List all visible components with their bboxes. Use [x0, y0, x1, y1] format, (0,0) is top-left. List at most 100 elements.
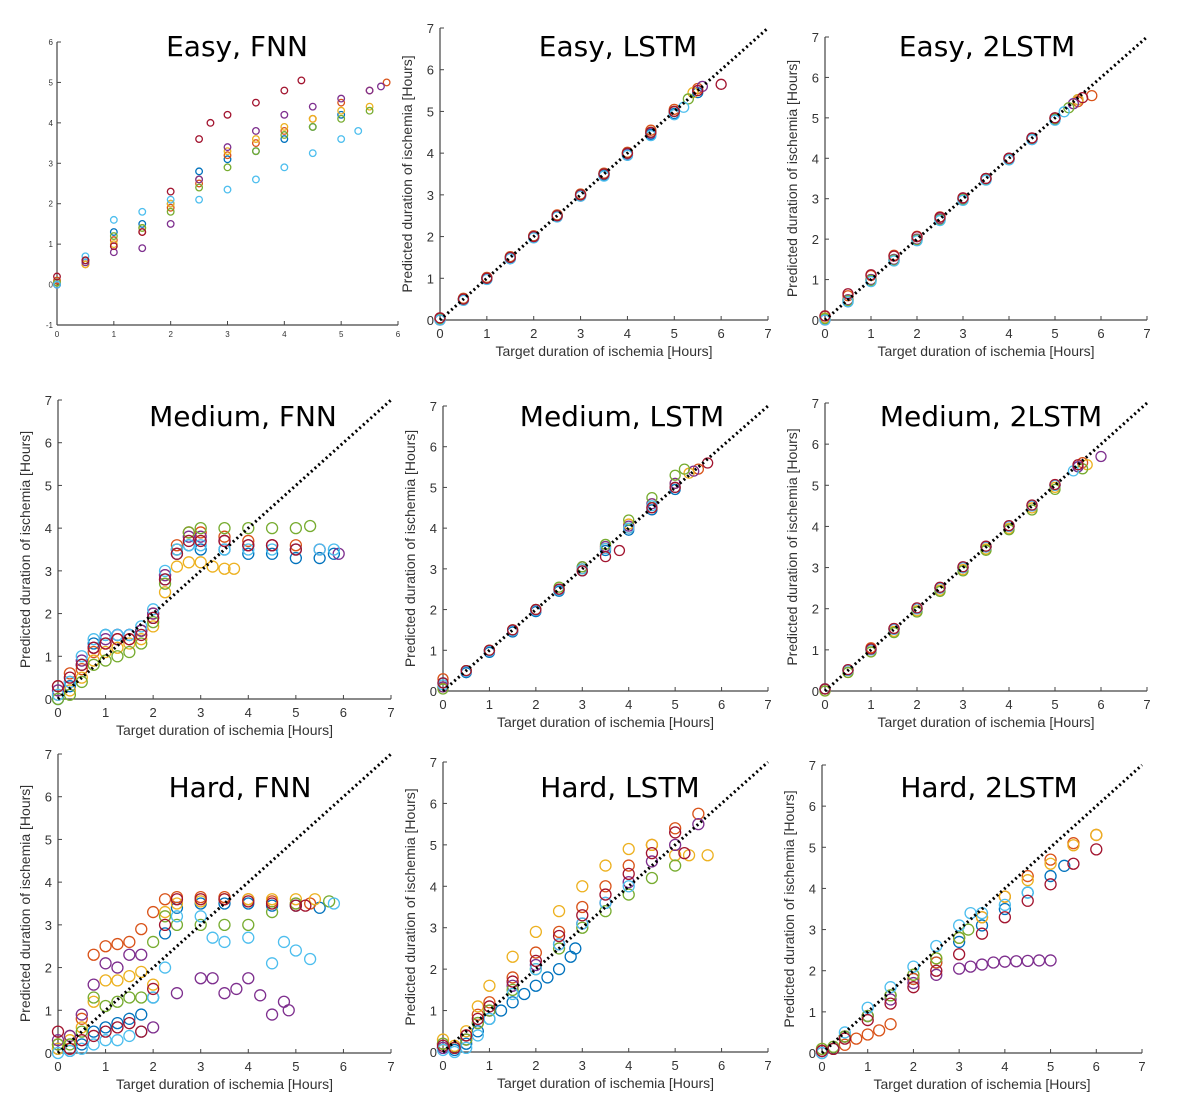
data-point: [111, 641, 124, 654]
data-point: [170, 987, 184, 1000]
data-point: [206, 560, 219, 573]
data-point: [194, 893, 207, 906]
data-point: [1049, 483, 1061, 496]
x-tick-label: 5: [292, 1059, 299, 1074]
data-point: [952, 962, 966, 975]
x-tick-label: 1: [864, 1059, 871, 1074]
data-point: [75, 658, 88, 671]
y-tick-label: 0: [49, 281, 54, 290]
y-tick-label: 1: [812, 273, 819, 288]
x-axis-label: Target duration of ischemia [Hours]: [497, 1075, 714, 1091]
data-point: [838, 1038, 852, 1051]
x-tick-label: 5: [1047, 1059, 1054, 1074]
x-tick-label: 4: [624, 326, 631, 341]
data-point: [75, 1034, 88, 1047]
data-point: [158, 918, 172, 932]
y-tick-label: 7: [45, 393, 52, 408]
data-point: [1090, 828, 1103, 842]
data-point: [170, 560, 184, 573]
data-point: [75, 671, 88, 684]
data-point: [280, 135, 289, 143]
chart-panel-3: 0 1 2 3 4 5 6 7 0 1 2 3 4 5 6 7 Target duration of ische…: [784, 30, 1151, 359]
data-point: [622, 842, 635, 856]
y-tick-label: 7: [45, 747, 52, 762]
x-tick-label: 3: [579, 697, 586, 712]
data-point: [135, 628, 148, 642]
data-point: [518, 987, 531, 1001]
y-tick-label: 1: [809, 1005, 816, 1020]
data-point: [1067, 839, 1080, 852]
data-point: [1044, 954, 1057, 967]
y-axis-label: Predicted duration of ischemia [Hours]: [17, 431, 33, 668]
series-1: [53, 110, 346, 289]
data-point: [382, 78, 391, 87]
data-point: [437, 683, 449, 695]
data-point: [87, 995, 100, 1008]
data-point: [481, 272, 493, 284]
x-tick-label: 3: [956, 1059, 963, 1074]
data-point: [195, 183, 204, 192]
chart-title: Hard, LSTM: [540, 771, 699, 804]
series-2: [436, 807, 705, 1055]
data-point: [888, 622, 900, 635]
data-point: [194, 530, 207, 543]
data-point: [194, 918, 207, 932]
data-point: [51, 684, 65, 697]
data-point: [99, 957, 112, 970]
data-point: [327, 897, 341, 910]
data-point: [460, 664, 472, 677]
data-point: [280, 163, 289, 172]
data-point: [668, 859, 682, 872]
x-tick-label: 4: [245, 1059, 252, 1074]
data-point: [223, 151, 232, 160]
data-point: [99, 1034, 112, 1047]
data-point: [998, 898, 1012, 912]
data-point: [308, 893, 322, 906]
y-tick-label: 7: [427, 21, 434, 36]
y-tick-label: 6: [49, 38, 54, 47]
y-axis-label: Predicted duration of ischemia [Hours]: [402, 430, 418, 667]
data-point: [99, 654, 112, 667]
data-point: [146, 607, 160, 620]
data-point: [135, 1008, 148, 1021]
data-point: [819, 314, 831, 326]
y-tick-label: 0: [45, 1046, 52, 1061]
x-tick-label: 4: [625, 1058, 632, 1073]
data-point: [123, 1016, 136, 1030]
data-point: [135, 922, 148, 936]
data-point: [541, 971, 554, 984]
data-point: [506, 624, 519, 636]
data-point: [460, 1025, 473, 1038]
data-point: [170, 539, 184, 552]
data-point: [998, 911, 1012, 924]
series-5: [53, 106, 374, 287]
data-point: [123, 991, 136, 1004]
data-point: [75, 1038, 88, 1051]
data-point: [436, 1043, 450, 1057]
data-point: [952, 931, 966, 944]
data-point: [265, 897, 279, 910]
data-point: [87, 645, 100, 659]
series-7: [434, 78, 727, 324]
x-tick-label: 7: [764, 697, 771, 712]
series-7: [819, 459, 1084, 695]
data-point: [622, 888, 635, 901]
y-tick-label: 1: [45, 649, 52, 664]
y-tick-label: 6: [45, 790, 52, 805]
data-point: [123, 969, 136, 983]
data-point: [182, 534, 195, 548]
data-point: [529, 946, 543, 959]
data-point: [170, 543, 184, 556]
data-point: [872, 1024, 886, 1037]
data-point: [551, 210, 563, 222]
series-1: [437, 483, 681, 689]
data-point: [678, 846, 691, 860]
data-point: [1021, 869, 1034, 883]
y-axis-label: Predicted duration of ischemia [Hours]: [784, 60, 800, 297]
data-point: [135, 620, 148, 633]
data-point: [1049, 112, 1061, 124]
data-point: [81, 252, 90, 261]
data-point: [99, 1021, 112, 1034]
data-point: [861, 1028, 874, 1041]
chart-title: Hard, FNN: [169, 771, 312, 804]
